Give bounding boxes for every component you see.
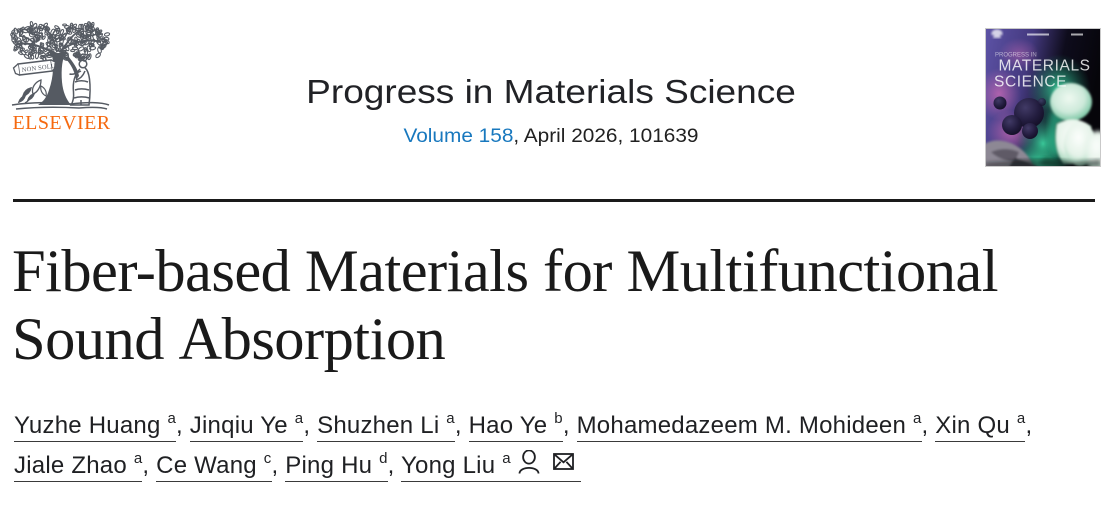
svg-text:ELSEVIER: ELSEVIER bbox=[13, 112, 111, 134]
svg-text:NON SOLUS: NON SOLUS bbox=[21, 62, 60, 74]
svg-text:PROGRESS IN: PROGRESS IN bbox=[995, 53, 1037, 59]
svg-text:SCIENCE: SCIENCE bbox=[994, 74, 1067, 91]
svg-text:MATERIALS: MATERIALS bbox=[999, 58, 1091, 75]
